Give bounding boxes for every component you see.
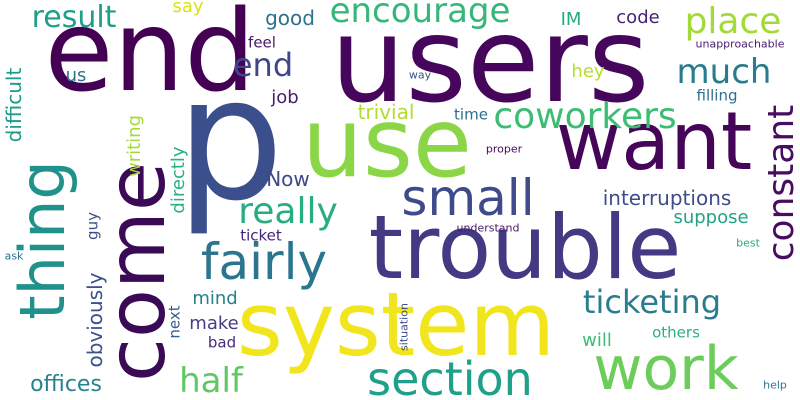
word-p: p xyxy=(176,41,284,239)
word-interruptions: interruptions xyxy=(602,186,732,210)
word-now: Now xyxy=(266,167,310,191)
word-constant: constant xyxy=(761,104,800,262)
word-obviously: obviously xyxy=(83,272,107,368)
word-hey: hey xyxy=(571,61,605,82)
word-thing: thing xyxy=(6,160,79,320)
word-use: use xyxy=(302,87,472,199)
word-time: time xyxy=(454,105,488,124)
word-offices: offices xyxy=(30,372,102,397)
word-us: us xyxy=(65,65,87,86)
word-filling: filling xyxy=(696,86,738,105)
word-end-small: end xyxy=(232,46,294,84)
word-section: section xyxy=(367,352,533,400)
word-ask: ask xyxy=(4,249,24,263)
word-small: small xyxy=(401,169,535,227)
word-will: will xyxy=(582,330,612,351)
word-good: good xyxy=(265,6,315,30)
word-system: system xyxy=(236,273,556,376)
word-next: next xyxy=(165,305,184,339)
word-mind: mind xyxy=(192,288,238,309)
word-want: want xyxy=(555,95,753,188)
word-trivial: trivial xyxy=(357,100,415,124)
word-half: half xyxy=(179,361,243,400)
word-work: work xyxy=(593,334,739,400)
word-result: result xyxy=(31,0,117,35)
word-suppose: suppose xyxy=(673,207,749,228)
word-really: really xyxy=(238,191,338,232)
word-others: others xyxy=(652,323,700,342)
word-situation: situation xyxy=(397,303,411,351)
word-feel: feel xyxy=(248,33,276,52)
word-unapproachable: unapproachable xyxy=(695,37,785,51)
word-say: say xyxy=(172,0,204,17)
word-way: way xyxy=(408,68,432,82)
word-ticket: ticket xyxy=(240,226,282,245)
word-make: make xyxy=(189,313,239,334)
word-place: place xyxy=(684,1,782,42)
word-trouble: trouble xyxy=(368,196,682,299)
word-guy: guy xyxy=(83,212,102,240)
word-ticketing: ticketing xyxy=(582,283,722,321)
word-come: come xyxy=(90,161,183,383)
word-job: job xyxy=(271,87,299,108)
word-much: much xyxy=(676,52,772,92)
word-fairly: fairly xyxy=(200,233,328,291)
word-difficult: difficult xyxy=(2,67,26,143)
word-users: users xyxy=(330,0,650,129)
word-help: help xyxy=(763,378,787,392)
word-bad: bad xyxy=(207,333,237,352)
word-best: best xyxy=(736,236,760,250)
word-coworkers: coworkers xyxy=(493,96,677,137)
word-encourage: encourage xyxy=(329,0,511,31)
word-understand: understand xyxy=(456,221,520,235)
word-code: code xyxy=(616,7,660,28)
word-directly: directly xyxy=(168,146,189,214)
word-writing: writing xyxy=(124,114,145,178)
word-im: IM xyxy=(560,9,582,30)
word-end-large: end xyxy=(44,0,256,117)
word-proper: proper xyxy=(485,142,523,156)
